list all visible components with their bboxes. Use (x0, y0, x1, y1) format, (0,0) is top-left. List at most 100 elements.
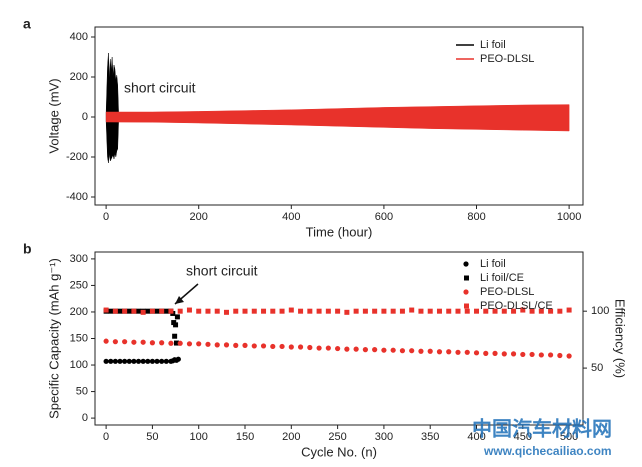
point (270, 308, 276, 314)
y-tick-label: 250 (70, 279, 88, 291)
point (548, 308, 554, 314)
legend-label: PEO-DLSL (480, 53, 534, 65)
point (372, 347, 378, 353)
watermark-title: 中国汽车材料网 (472, 416, 612, 440)
voltage-band (105, 52, 119, 164)
x-axis-label: Cycle No. (n) (301, 444, 377, 459)
point (163, 308, 169, 314)
point (381, 347, 387, 353)
point (112, 308, 118, 314)
legend-label: Li foil/CE (480, 272, 524, 284)
legend-label: PEO-DLSL (480, 286, 534, 298)
point (149, 340, 156, 346)
y-tick-label: 200 (70, 71, 88, 83)
point (529, 308, 535, 314)
point (168, 340, 174, 346)
point (103, 358, 109, 364)
point (196, 341, 202, 347)
point (436, 308, 442, 314)
point (163, 358, 169, 364)
point (214, 308, 220, 314)
point (112, 339, 118, 345)
point (288, 344, 294, 350)
point (140, 309, 146, 315)
point (135, 358, 142, 364)
panel-label: a (23, 16, 31, 32)
y-tick-label: 300 (70, 253, 88, 265)
point (427, 348, 433, 354)
point (399, 348, 406, 354)
x-tick-label: 300 (375, 431, 393, 443)
x-tick-label: 350 (421, 431, 439, 443)
point (136, 308, 142, 314)
y2-tick-label: 100 (591, 305, 609, 317)
point (205, 341, 211, 347)
point (177, 308, 183, 314)
point (418, 308, 424, 314)
point (446, 308, 452, 314)
point (511, 308, 517, 314)
point (177, 340, 183, 346)
point (172, 333, 178, 339)
point (316, 345, 322, 351)
x-tick-label: 250 (328, 431, 346, 443)
point (251, 308, 257, 314)
point (159, 340, 165, 346)
point (214, 342, 220, 348)
point (529, 351, 535, 358)
point (145, 358, 151, 364)
point (381, 308, 387, 314)
point (455, 308, 461, 314)
point (103, 307, 109, 313)
point (409, 348, 415, 354)
legend-swatch (463, 289, 469, 295)
point (233, 342, 239, 348)
voltage-band (105, 104, 570, 132)
point (288, 307, 294, 313)
point (427, 308, 433, 314)
point (492, 308, 498, 314)
point (547, 352, 554, 358)
point (140, 339, 146, 345)
point (108, 358, 114, 364)
legend-swatch (464, 275, 469, 281)
y-tick-label: 400 (70, 31, 88, 43)
point (464, 308, 470, 314)
x-tick-label: 150 (236, 431, 254, 443)
watermark-url: www.qichecailiao.com (483, 444, 612, 458)
point (251, 343, 257, 349)
point (223, 342, 230, 348)
point (145, 308, 151, 314)
point (154, 358, 160, 364)
x-tick-label: 600 (375, 211, 393, 223)
point (174, 314, 180, 320)
point (399, 308, 405, 314)
point (173, 340, 179, 346)
point (223, 309, 229, 315)
x-tick-label: 0 (103, 431, 109, 443)
point (175, 356, 181, 362)
point (325, 345, 331, 351)
point (492, 350, 498, 356)
y2-axis-label: Efficiency (%) (613, 299, 628, 378)
y-tick-label: -200 (66, 151, 88, 163)
x-tick-label: 100 (190, 431, 208, 443)
point (307, 308, 313, 314)
y-tick-label: 100 (70, 359, 88, 371)
y-axis-label: Specific Capacity (mAh g⁻¹) (46, 258, 61, 419)
point (131, 339, 137, 345)
point (473, 350, 480, 356)
point (390, 308, 396, 314)
point (418, 348, 424, 354)
point (140, 358, 146, 364)
point (126, 308, 132, 314)
point (196, 308, 202, 314)
legend-label: Li foil (480, 39, 506, 51)
legend-swatch (464, 303, 469, 309)
annotation-arrowhead (175, 296, 184, 304)
y-tick-label: 200 (70, 306, 88, 318)
point (566, 353, 572, 359)
point (131, 358, 137, 364)
point (353, 308, 359, 314)
